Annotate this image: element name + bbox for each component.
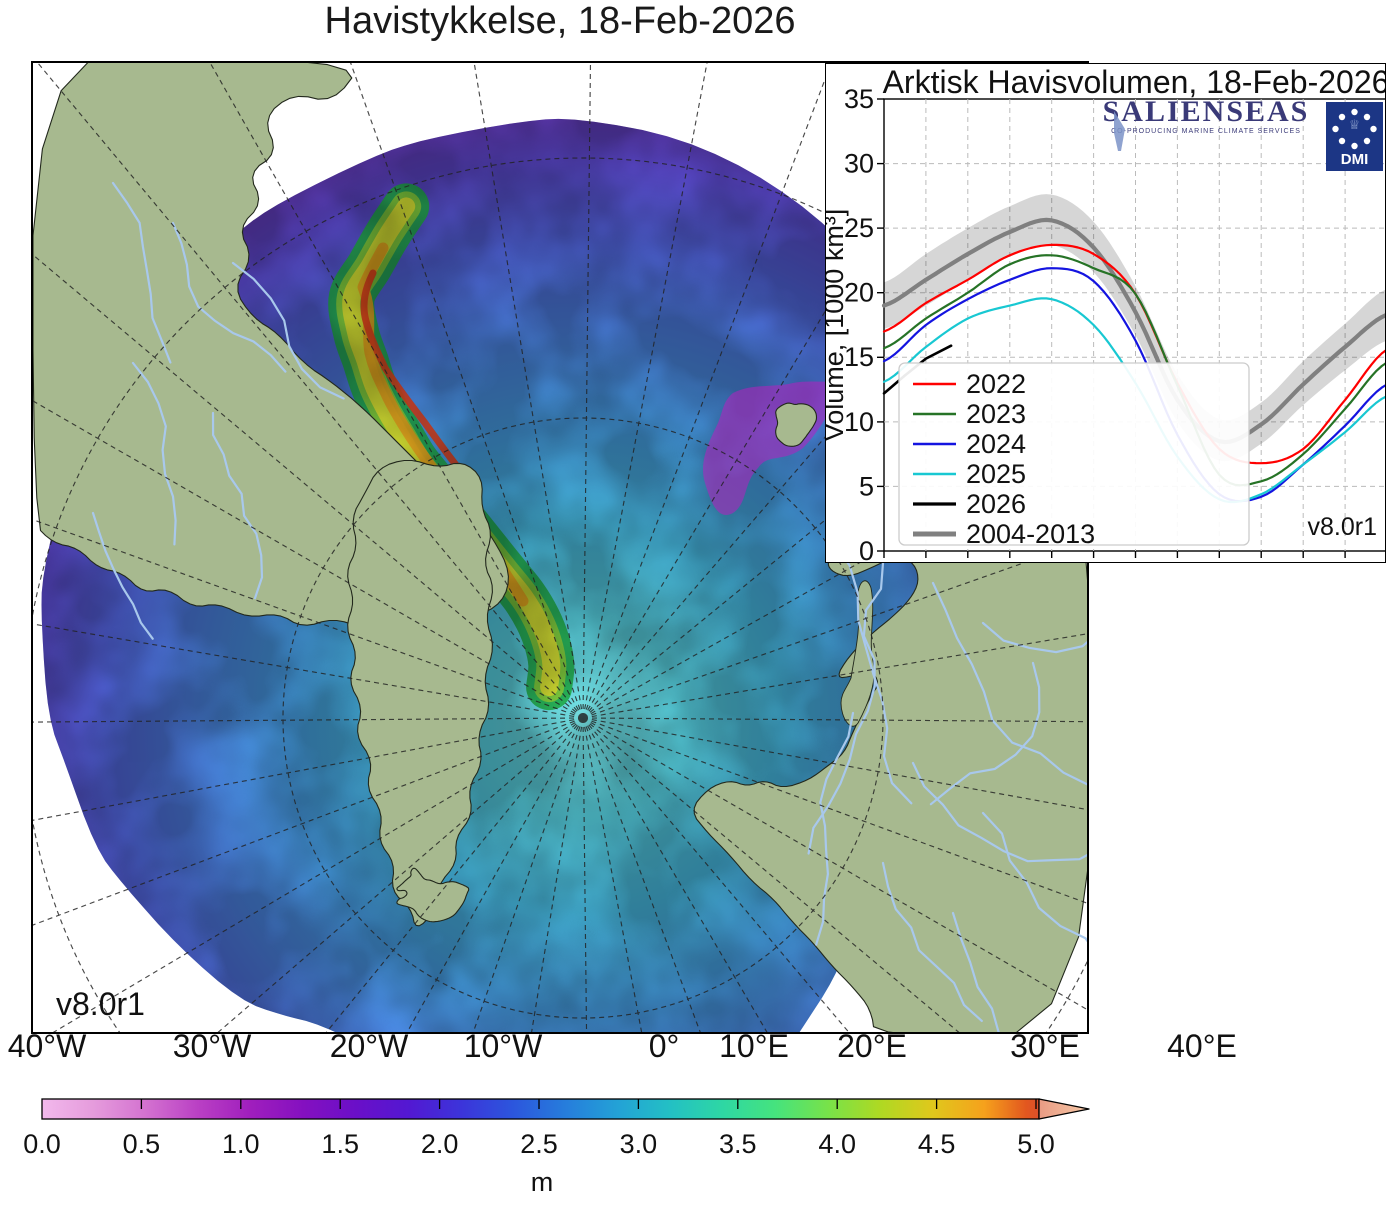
- svg-text:40°W: 40°W: [8, 1028, 87, 1064]
- svg-text:3.5: 3.5: [719, 1129, 757, 1159]
- svg-text:v8.0r1: v8.0r1: [1308, 513, 1377, 541]
- svg-text:Volume, [1000 km³]: Volume, [1000 km³]: [825, 209, 849, 442]
- svg-text:0.0: 0.0: [23, 1129, 61, 1159]
- svg-text:20°W: 20°W: [330, 1028, 409, 1064]
- svg-text:0: 0: [859, 536, 874, 563]
- svg-text:10°E: 10°E: [719, 1028, 789, 1064]
- svg-text:1.5: 1.5: [321, 1129, 359, 1159]
- svg-text:CO-PRODUCING MARINE CLIMATE SE: CO-PRODUCING MARINE CLIMATE SERVICES: [1111, 128, 1301, 135]
- svg-text:3.0: 3.0: [620, 1129, 658, 1159]
- svg-text:0°: 0°: [649, 1028, 680, 1064]
- svg-text:40°E: 40°E: [1167, 1028, 1237, 1064]
- svg-text:30°W: 30°W: [173, 1028, 252, 1064]
- svg-text:♕: ♕: [1349, 117, 1361, 132]
- svg-text:2026: 2026: [966, 489, 1026, 519]
- svg-text:5.0: 5.0: [1017, 1129, 1055, 1159]
- svg-text:2023: 2023: [966, 399, 1026, 429]
- svg-text:30°E: 30°E: [1010, 1028, 1080, 1064]
- svg-text:m: m: [531, 1167, 554, 1197]
- svg-text:DMI: DMI: [1341, 151, 1369, 168]
- svg-text:10°W: 10°W: [464, 1028, 543, 1064]
- svg-text:2025: 2025: [966, 459, 1026, 489]
- svg-text:2.5: 2.5: [520, 1129, 558, 1159]
- svg-text:20°E: 20°E: [837, 1028, 907, 1064]
- svg-text:0.5: 0.5: [123, 1129, 161, 1159]
- svg-text:2024: 2024: [966, 429, 1026, 459]
- svg-text:2004-2013: 2004-2013: [966, 519, 1095, 549]
- svg-text:4.5: 4.5: [918, 1129, 956, 1159]
- svg-text:SALIENSEAS: SALIENSEAS: [1103, 95, 1310, 128]
- svg-text:5: 5: [859, 471, 874, 501]
- svg-text:v8.0r1: v8.0r1: [56, 986, 145, 1022]
- svg-text:2.0: 2.0: [421, 1129, 459, 1159]
- svg-text:4.0: 4.0: [818, 1129, 856, 1159]
- svg-text:30: 30: [844, 149, 874, 179]
- svg-text:1.0: 1.0: [222, 1129, 260, 1159]
- svg-text:35: 35: [844, 84, 874, 114]
- svg-text:2022: 2022: [966, 369, 1026, 399]
